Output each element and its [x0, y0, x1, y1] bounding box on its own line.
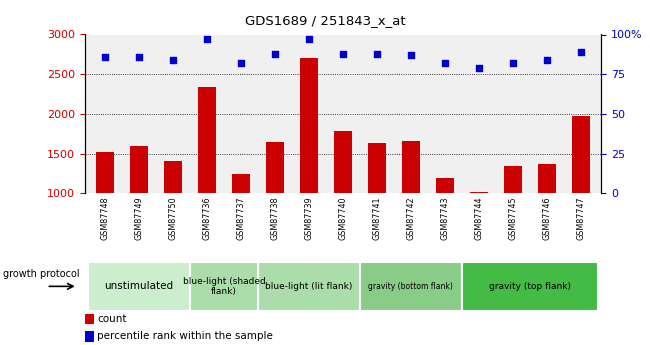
- Text: GSM87749: GSM87749: [135, 197, 144, 240]
- Bar: [538, 164, 556, 273]
- Point: [576, 49, 586, 55]
- FancyBboxPatch shape: [360, 262, 462, 310]
- Text: GSM87747: GSM87747: [577, 197, 586, 240]
- Bar: [333, 131, 352, 273]
- Text: gravity (bottom flank): gravity (bottom flank): [369, 282, 453, 291]
- Bar: [96, 152, 114, 273]
- Point: [508, 60, 518, 66]
- Bar: [504, 166, 522, 273]
- Bar: [198, 87, 216, 273]
- Text: GSM87748: GSM87748: [100, 197, 109, 240]
- Bar: [164, 161, 182, 273]
- FancyBboxPatch shape: [88, 262, 190, 310]
- Point: [372, 51, 382, 56]
- Bar: [436, 178, 454, 273]
- Bar: [367, 143, 386, 273]
- Point: [202, 37, 212, 42]
- Text: GSM87746: GSM87746: [542, 197, 551, 240]
- Text: GSM87737: GSM87737: [237, 197, 246, 240]
- Point: [134, 54, 144, 59]
- Bar: [571, 116, 590, 273]
- Point: [168, 57, 178, 63]
- FancyBboxPatch shape: [190, 262, 258, 310]
- Text: GSM87742: GSM87742: [406, 197, 415, 240]
- Text: percentile rank within the sample: percentile rank within the sample: [97, 332, 273, 341]
- Bar: [84, 331, 94, 342]
- Point: [406, 52, 416, 58]
- Text: gravity (top flank): gravity (top flank): [489, 282, 571, 291]
- Text: GSM87738: GSM87738: [270, 197, 280, 240]
- Text: blue-light (lit flank): blue-light (lit flank): [265, 282, 352, 291]
- Bar: [469, 193, 488, 273]
- Text: GSM87736: GSM87736: [202, 197, 211, 240]
- Text: GSM87743: GSM87743: [440, 197, 449, 240]
- Point: [474, 65, 484, 71]
- Bar: [402, 141, 420, 273]
- Text: count: count: [97, 314, 126, 324]
- Point: [338, 51, 348, 56]
- Text: unstimulated: unstimulated: [105, 282, 174, 291]
- Bar: [129, 146, 148, 273]
- Text: GSM87745: GSM87745: [508, 197, 517, 240]
- Point: [99, 54, 110, 59]
- Text: growth protocol: growth protocol: [3, 269, 80, 279]
- Text: blue-light (shaded
flank): blue-light (shaded flank): [183, 277, 265, 296]
- Bar: [266, 141, 284, 273]
- Text: GSM87739: GSM87739: [304, 197, 313, 240]
- Text: GSM87740: GSM87740: [339, 197, 347, 240]
- Point: [304, 37, 314, 42]
- Point: [236, 60, 246, 66]
- Text: GSM87741: GSM87741: [372, 197, 382, 240]
- Point: [439, 60, 450, 66]
- Point: [541, 57, 552, 63]
- Text: GSM87744: GSM87744: [474, 197, 484, 240]
- Text: GDS1689 / 251843_x_at: GDS1689 / 251843_x_at: [244, 14, 406, 27]
- Point: [270, 51, 280, 56]
- Text: GSM87750: GSM87750: [168, 197, 177, 240]
- FancyBboxPatch shape: [462, 262, 598, 310]
- Bar: [231, 174, 250, 273]
- Bar: [84, 314, 94, 324]
- FancyBboxPatch shape: [258, 262, 360, 310]
- Bar: [300, 58, 318, 273]
